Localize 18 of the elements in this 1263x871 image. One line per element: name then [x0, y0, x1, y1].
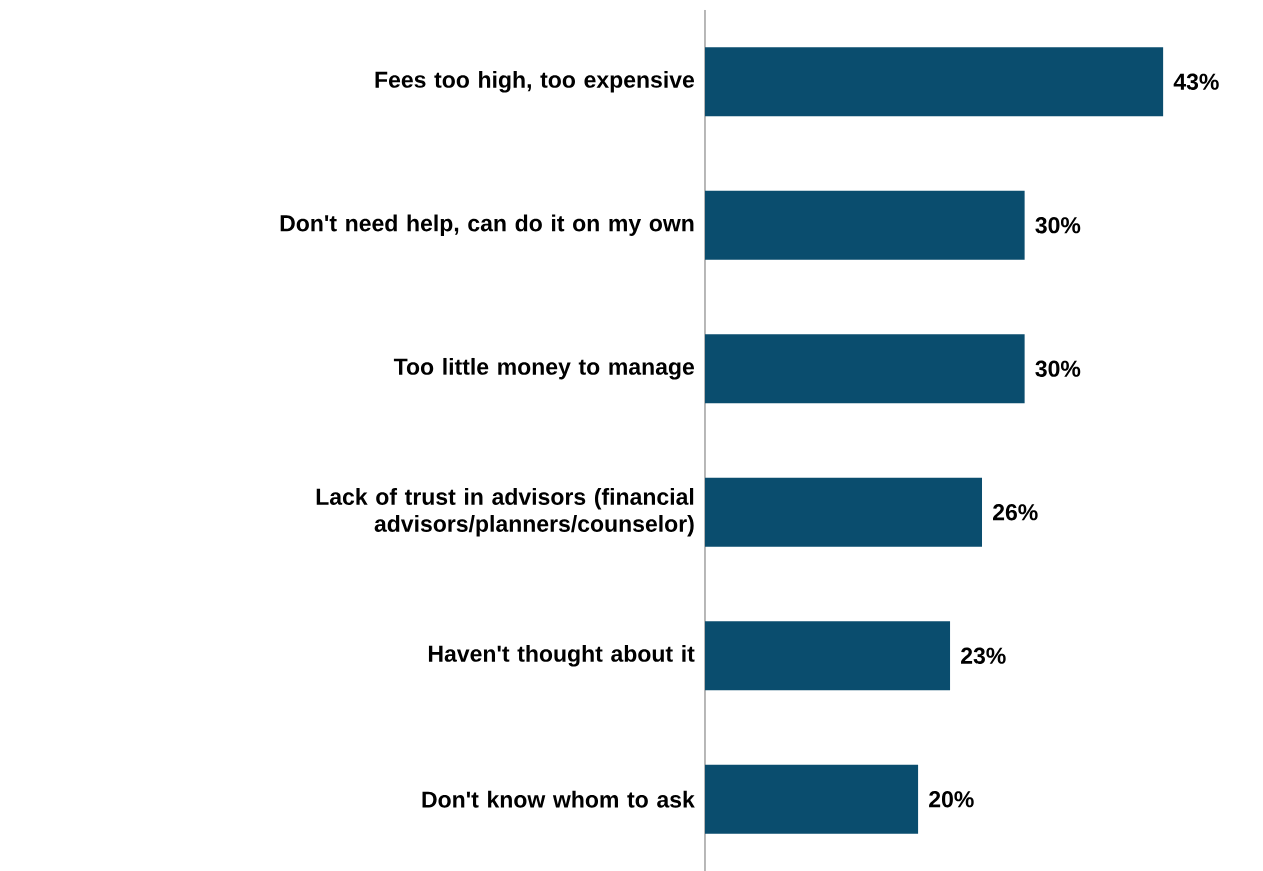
y-tick-label: Fees too high, too expensive [375, 70, 695, 93]
data-label: 23% [961, 647, 1006, 664]
data-label: 43% [1173, 73, 1219, 90]
bar [705, 190, 1025, 260]
y-tick-label: Lack of trust in advisors (financial advisors/planners/counselor) [316, 487, 694, 537]
bar [705, 477, 983, 547]
y-tick-label: Don't need help, can do it on my own [280, 214, 694, 236]
bar [705, 764, 919, 834]
data-label: 20% [929, 790, 974, 808]
data-label: 26% [993, 503, 1038, 521]
bar [705, 621, 951, 690]
y-tick-label: Don't know whom to ask [422, 790, 695, 808]
y-tick-label: Too little money to manage [393, 357, 694, 380]
bar [705, 334, 1025, 403]
y-tick-label: Haven't thought about it [428, 644, 695, 667]
data-label: 30% [1035, 216, 1081, 234]
data-label: 30% [1035, 360, 1081, 377]
bar [705, 47, 1164, 116]
